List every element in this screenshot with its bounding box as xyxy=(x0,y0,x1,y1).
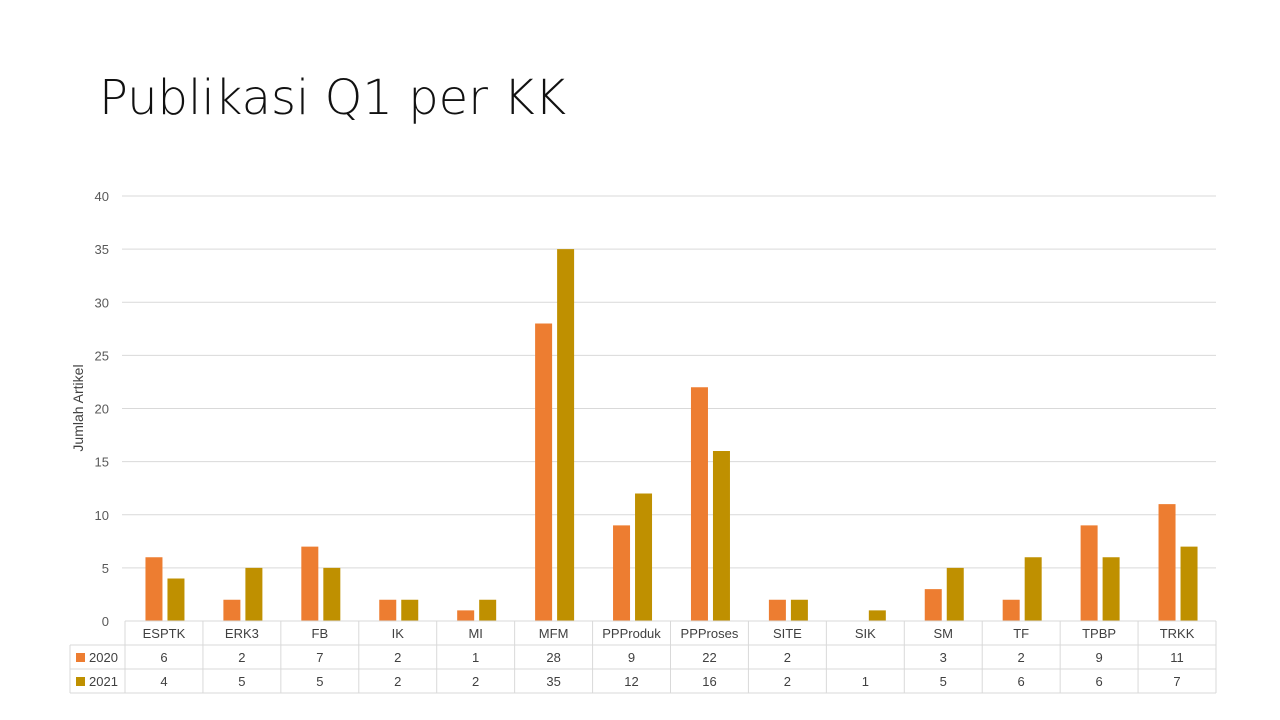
bar xyxy=(167,578,185,621)
bar xyxy=(535,323,553,621)
y-tick-label: 35 xyxy=(95,242,109,257)
x-tick-label: SM xyxy=(934,626,954,641)
y-tick-label: 5 xyxy=(102,561,109,576)
data-label: 35 xyxy=(546,674,560,689)
data-label: 6 xyxy=(1018,674,1025,689)
bar xyxy=(457,610,475,621)
data-label: 5 xyxy=(940,674,947,689)
x-tick-label: ESPTK xyxy=(143,626,186,641)
bar xyxy=(635,493,653,621)
data-label: 7 xyxy=(316,650,323,665)
bar xyxy=(613,525,631,621)
bar xyxy=(690,387,708,621)
x-tick-label: TRKK xyxy=(1160,626,1195,641)
data-label: 1 xyxy=(472,650,479,665)
data-label: 2 xyxy=(472,674,479,689)
data-label: 5 xyxy=(316,674,323,689)
bar xyxy=(924,589,942,621)
x-tick-label: SITE xyxy=(773,626,802,641)
bar xyxy=(301,546,319,621)
y-tick-label: 15 xyxy=(95,455,109,470)
bar xyxy=(245,567,263,621)
data-label: 1 xyxy=(862,674,869,689)
bar xyxy=(1102,557,1120,621)
x-tick-label: IK xyxy=(392,626,405,641)
x-tick-label: MFM xyxy=(539,626,569,641)
bar xyxy=(223,599,241,621)
data-label: 2 xyxy=(784,674,791,689)
data-label: 9 xyxy=(628,650,635,665)
bar xyxy=(868,610,886,621)
bar xyxy=(145,557,163,621)
x-tick-label: PPProduk xyxy=(602,626,661,641)
bar xyxy=(712,451,730,621)
data-label: 2 xyxy=(238,650,245,665)
bar xyxy=(946,567,964,621)
legend-label: 2021 xyxy=(89,674,118,689)
bar xyxy=(1002,599,1020,621)
data-label: 6 xyxy=(160,650,167,665)
bar xyxy=(557,249,575,621)
data-label: 9 xyxy=(1095,650,1102,665)
data-label: 12 xyxy=(624,674,638,689)
x-tick-label: PPProses xyxy=(681,626,739,641)
y-tick-label: 40 xyxy=(95,189,109,204)
bar xyxy=(1080,525,1098,621)
legend-label: 2020 xyxy=(89,650,118,665)
y-tick-label: 10 xyxy=(95,508,109,523)
bar xyxy=(379,599,397,621)
bar xyxy=(1180,546,1198,621)
data-label: 5 xyxy=(238,674,245,689)
data-label: 3 xyxy=(940,650,947,665)
data-label: 16 xyxy=(702,674,716,689)
data-label: 11 xyxy=(1170,650,1184,665)
x-tick-label: TF xyxy=(1013,626,1029,641)
y-tick-label: 25 xyxy=(95,348,109,363)
data-label: 4 xyxy=(160,674,167,689)
y-tick-label: 0 xyxy=(102,614,109,629)
data-label: 2 xyxy=(1018,650,1025,665)
bar xyxy=(1024,557,1042,621)
bar xyxy=(401,599,419,621)
bar xyxy=(1158,504,1176,621)
bar xyxy=(479,599,497,621)
x-tick-label: ERK3 xyxy=(225,626,259,641)
data-label: 2 xyxy=(394,674,401,689)
x-tick-label: SIK xyxy=(855,626,876,641)
y-tick-label: 20 xyxy=(95,402,109,417)
y-tick-label: 30 xyxy=(95,295,109,310)
data-label: 28 xyxy=(546,650,560,665)
bar xyxy=(768,599,786,621)
bar xyxy=(323,567,341,621)
data-label: 6 xyxy=(1095,674,1102,689)
x-tick-label: FB xyxy=(312,626,329,641)
data-label: 22 xyxy=(702,650,716,665)
data-label: 7 xyxy=(1173,674,1180,689)
legend-swatch xyxy=(76,677,85,686)
data-label: 2 xyxy=(784,650,791,665)
slide-title: Publikasi Q1 per KK xyxy=(99,70,567,126)
data-label: 2 xyxy=(394,650,401,665)
bar xyxy=(790,599,808,621)
legend-swatch xyxy=(76,653,85,662)
x-tick-label: MI xyxy=(468,626,482,641)
x-tick-label: TPBP xyxy=(1082,626,1116,641)
